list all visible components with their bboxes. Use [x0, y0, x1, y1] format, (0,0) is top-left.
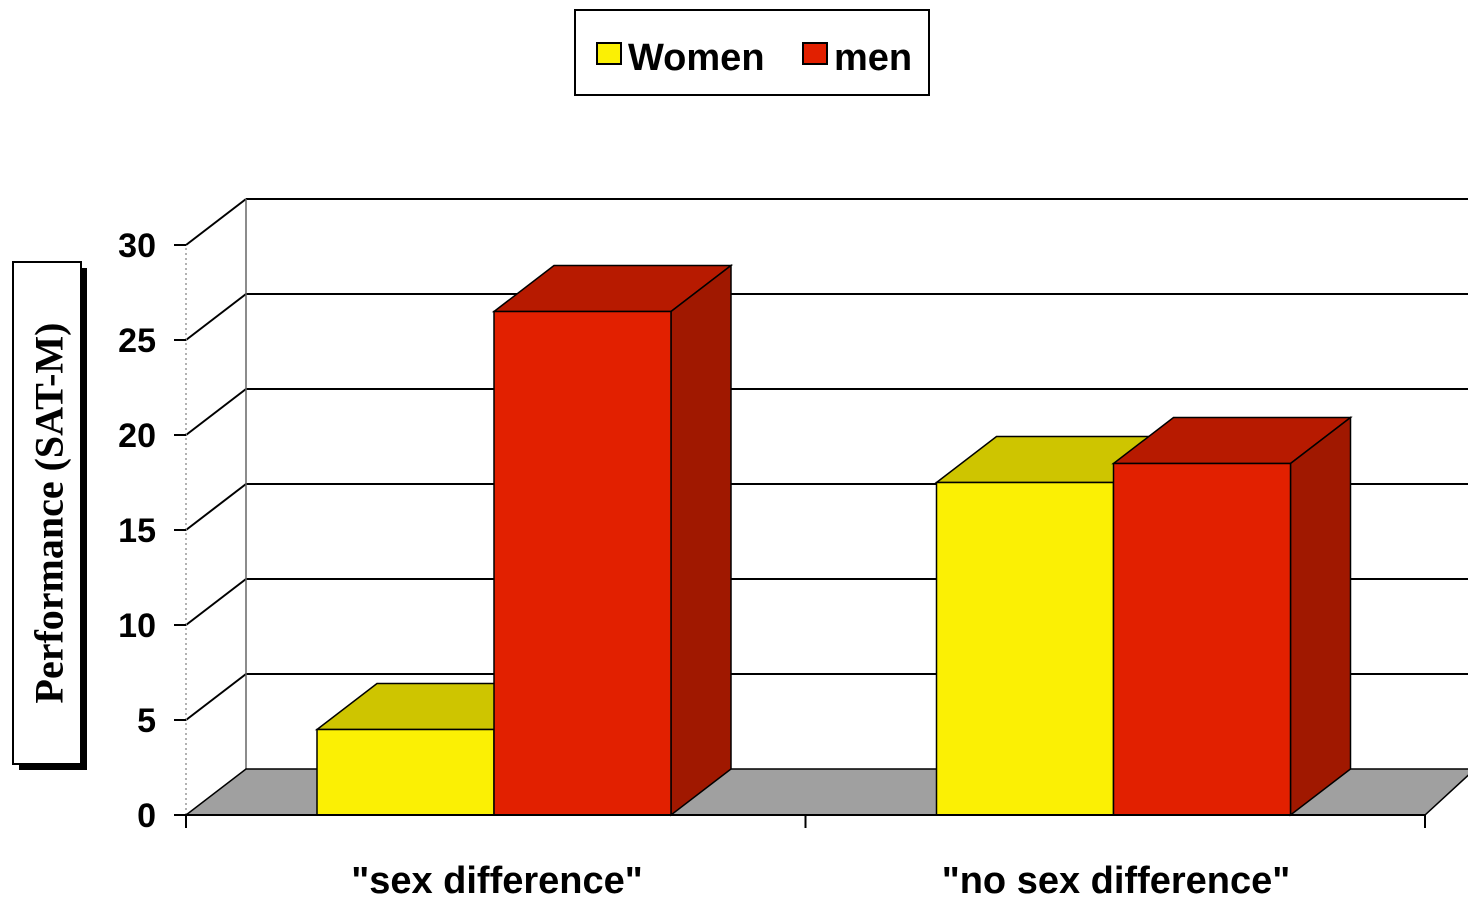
legend-label-women: Women: [628, 37, 765, 79]
bar-women-0: [316, 728, 495, 816]
side-wall-gridline: [185, 673, 247, 721]
side-wall-gridline: [185, 578, 247, 626]
side-wall-gridline: [185, 293, 247, 341]
legend-label-men: men: [834, 37, 912, 79]
y-tick-label: 25: [118, 322, 156, 360]
side-wall-gridline: [185, 198, 247, 246]
bar-women-1: [935, 481, 1115, 816]
y-tick-label: 30: [118, 227, 156, 265]
y-tick-label: 5: [137, 702, 156, 740]
y-tick-label: 10: [118, 607, 156, 645]
side-wall-gridline: [185, 388, 247, 436]
x-category-label: "sex difference": [351, 860, 643, 899]
legend-swatch-men: [802, 42, 828, 65]
side-wall-gridline: [185, 483, 247, 531]
y-axis-title: Performance (SAT-M): [27, 323, 72, 704]
y-tick-label: 0: [137, 797, 156, 835]
bar-men-1: [1112, 462, 1292, 816]
chart-bars: [314, 263, 1353, 817]
legend-box: [574, 9, 930, 96]
legend-swatch-women: [596, 42, 622, 65]
y-axis-label-box: [12, 261, 82, 765]
y-tick-label: 20: [118, 417, 156, 455]
bar-side-men-1: [1289, 415, 1352, 817]
chart-axes: 0 5 10 15 20 25 30 "sex difference" "no sex diff…: [118, 227, 1426, 899]
bar-side-men-0: [670, 263, 732, 817]
legend: Women men: [574, 9, 930, 96]
x-category-label: "no sex difference": [942, 860, 1291, 899]
y-tick-label: 15: [118, 512, 156, 550]
bar-men-0: [493, 310, 672, 816]
y-axis-label: Performance (SAT-M): [12, 261, 87, 770]
